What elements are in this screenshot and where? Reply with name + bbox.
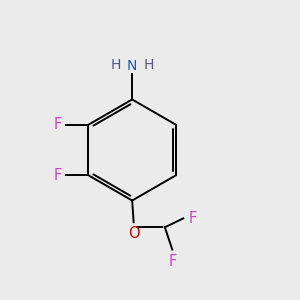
Text: O: O	[128, 226, 140, 241]
Text: F: F	[189, 211, 197, 226]
Text: F: F	[53, 168, 62, 183]
Text: N: N	[127, 59, 137, 73]
Text: H: H	[143, 58, 154, 72]
Text: H: H	[110, 58, 121, 72]
Text: F: F	[168, 254, 176, 269]
Text: F: F	[53, 117, 62, 132]
